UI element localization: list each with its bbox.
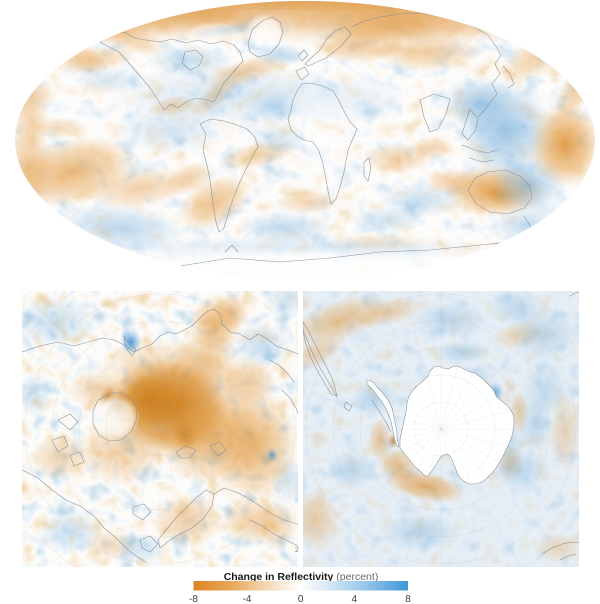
svg-text:0: 0 xyxy=(298,594,304,604)
svg-text:8: 8 xyxy=(405,594,411,604)
svg-text:-8: -8 xyxy=(189,594,198,604)
svg-text:-4: -4 xyxy=(243,594,252,604)
svg-text:4: 4 xyxy=(352,594,358,604)
svg-text:Change in Reflectivity (percen: Change in Reflectivity (percent) xyxy=(224,571,379,583)
svg-text:2: 2 xyxy=(295,547,299,554)
